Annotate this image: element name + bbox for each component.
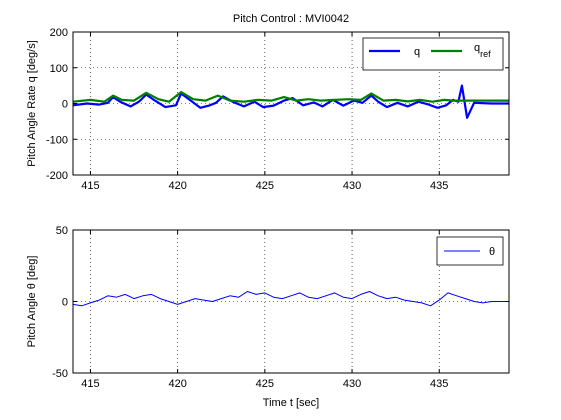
y-tick-label: -200 [46,170,68,182]
y-tick-label: -100 [46,134,68,146]
bottom-x-axis-label: Time t [sec] [263,397,319,409]
y-tick-label: 100 [50,63,68,75]
y-tick-label: 0 [62,99,68,111]
legend-label-q: q [414,46,420,58]
x-tick-label: 415 [81,378,99,390]
chart-title: Pitch Control : MVI0042 [233,13,349,25]
x-tick-label: 430 [343,180,361,192]
top-ticks: 415 420 425 430 435 200 100 0 -100 -200 [46,27,509,192]
legend-label-theta: θ [489,246,495,258]
top-legend-box [362,37,504,71]
series-line-q-ref [72,90,509,103]
x-tick-label: 425 [256,180,274,192]
top-grid [73,32,509,175]
top-legend: q qref [362,37,504,71]
x-tick-label: 415 [81,180,99,192]
top-axes: 415 420 425 430 435 200 100 0 -100 -200 Pitch Con… [26,13,510,192]
bottom-series [72,291,509,307]
bottom-grid [73,230,509,373]
bottom-axes: 415 420 425 430 435 50 0 -50 Time t [sec] Pitch… [26,225,510,409]
y-tick-label: 0 [62,297,68,309]
top-y-axis-label: Pitch Angle Rate q [deg/s] [26,40,38,167]
y-tick-label: 200 [50,27,68,39]
x-tick-label: 420 [168,180,186,192]
x-tick-label: 430 [343,378,361,390]
bottom-ticks: 415 420 425 430 435 50 0 -50 [52,225,509,390]
y-tick-label: 50 [56,225,68,237]
series-line-theta [72,291,509,307]
bottom-legend: θ [436,236,504,266]
x-tick-label: 420 [168,378,186,390]
top-series [72,84,509,119]
x-tick-label: 425 [256,378,274,390]
x-tick-label: 435 [430,180,448,192]
x-tick-label: 435 [430,378,448,390]
y-tick-label: -50 [52,368,68,380]
bottom-y-axis-label: Pitch Angle θ [deg] [26,256,38,348]
